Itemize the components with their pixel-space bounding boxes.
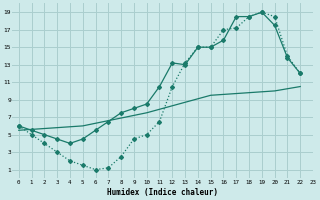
X-axis label: Humidex (Indice chaleur): Humidex (Indice chaleur)	[107, 188, 218, 197]
